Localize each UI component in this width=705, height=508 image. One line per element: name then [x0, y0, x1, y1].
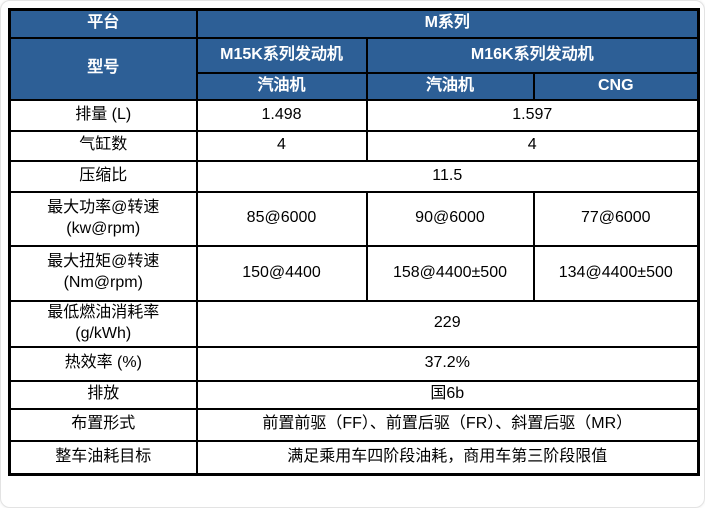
max-power-m16k-gasoline: 90@6000 — [365, 190, 535, 247]
table-row: 压缩比 11.5 — [8, 159, 700, 193]
cylinder-count-m15k: 4 — [195, 129, 368, 162]
m16k-engine-header: M16K系列发动机 — [365, 36, 700, 74]
max-power-m15k: 85@6000 — [195, 190, 368, 247]
table-row: 热效率 (%) 37.2% — [8, 345, 700, 382]
m15k-gasoline-header: 汽油机 — [195, 71, 368, 101]
max-torque-m16k-gasoline: 158@4400±500 — [365, 244, 535, 302]
m16k-gasoline-header: 汽油机 — [365, 71, 535, 101]
table-row: 排放 国6b — [8, 379, 700, 410]
model-row-header: 型号 — [8, 36, 198, 101]
vehicle-fuel-target-label: 整车油耗目标 — [8, 439, 198, 476]
compression-ratio-label: 压缩比 — [8, 159, 198, 193]
cylinder-count-m16k: 4 — [365, 129, 700, 162]
table-body: 平台 M系列 型号 M15K系列发动机 M16K系列发动机 汽油机 汽油机 CNG 排量 (L)… — [8, 8, 700, 476]
min-fuel-consumption-value: 229 — [195, 299, 700, 348]
max-torque-m15k: 150@4400 — [195, 244, 368, 302]
max-torque-label: 最大扭矩@转速 (Nm@rpm) — [8, 244, 198, 302]
table-row: 最低燃油消耗率 (g/kWh) 229 — [8, 299, 700, 348]
table-row: 气缸数 4 4 — [8, 129, 700, 162]
table-row: 排量 (L) 1.498 1.597 — [8, 98, 700, 132]
m16k-cng-header: CNG — [532, 71, 700, 101]
thermal-efficiency-label: 热效率 (%) — [8, 345, 198, 382]
layout-type-label: 布置形式 — [8, 407, 198, 442]
table-row: 平台 M系列 — [8, 8, 700, 39]
emission-value: 国6b — [195, 379, 700, 410]
max-power-label: 最大功率@转速 (kw@rpm) — [8, 190, 198, 247]
engine-spec-table: 平台 M系列 型号 M15K系列发动机 M16K系列发动机 汽油机 汽油机 CNG 排量 (L)… — [8, 8, 701, 476]
m-series-header: M系列 — [195, 8, 700, 39]
table-row: 汽油机 汽油机 CNG — [10, 71, 700, 101]
displacement-label: 排量 (L) — [8, 98, 198, 132]
table-row: 整车油耗目标 满足乘用车四阶段油耗，商用车第三阶段限值 — [8, 439, 700, 476]
thermal-efficiency-value: 37.2% — [195, 345, 700, 382]
layout-type-value: 前置前驱（FF）、前置后驱（FR）、斜置后驱（MR） — [195, 407, 700, 442]
m15k-engine-header: M15K系列发动机 — [195, 36, 368, 74]
table-row: 最大扭矩@转速 (Nm@rpm) 150@4400 158@4400±500 134@… — [8, 244, 700, 302]
platform-row-header: 平台 — [8, 8, 198, 39]
cylinder-count-label: 气缸数 — [8, 129, 198, 162]
max-torque-m16k-cng: 134@4400±500 — [532, 244, 700, 302]
table-row: 布置形式 前置前驱（FF）、前置后驱（FR）、斜置后驱（MR） — [8, 407, 700, 442]
max-power-m16k-cng: 77@6000 — [532, 190, 700, 247]
emission-label: 排放 — [8, 379, 198, 410]
vehicle-fuel-target-value: 满足乘用车四阶段油耗，商用车第三阶段限值 — [195, 439, 700, 476]
compression-ratio-value: 11.5 — [195, 159, 700, 193]
displacement-m15k: 1.498 — [195, 98, 368, 132]
displacement-m16k: 1.597 — [365, 98, 700, 132]
table-row: 型号 M15K系列发动机 M16K系列发动机 — [8, 36, 700, 101]
min-fuel-consumption-label: 最低燃油消耗率 (g/kWh) — [8, 299, 198, 348]
table-row: 最大功率@转速 (kw@rpm) 85@6000 90@6000 77@6000 — [8, 190, 700, 247]
